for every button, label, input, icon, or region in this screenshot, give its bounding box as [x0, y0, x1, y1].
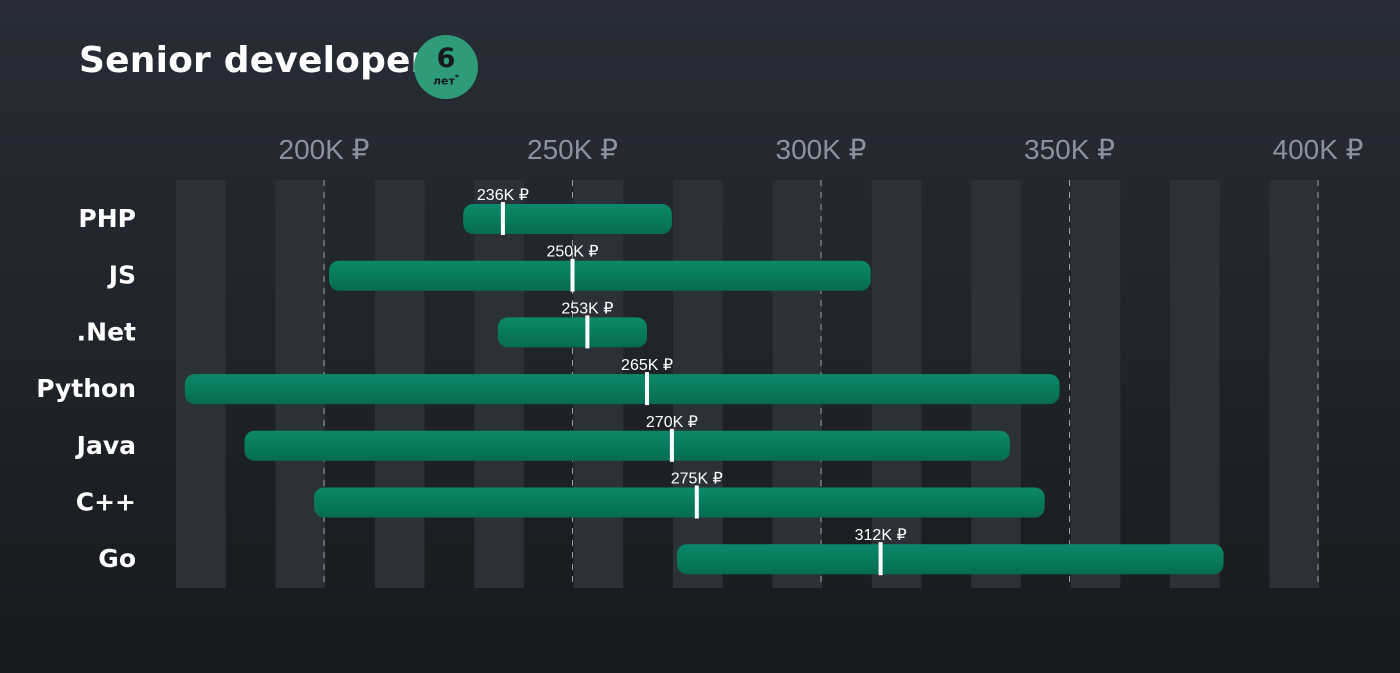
median-marker [694, 485, 699, 519]
median-label: 265K ₽ [621, 357, 673, 374]
range-bar [497, 317, 647, 348]
x-tick-label: 350K ₽ [1024, 134, 1115, 165]
category-label: Java [75, 431, 136, 460]
median-marker [669, 428, 674, 462]
median-markers: 236K ₽ 250K ₽ 253K ₽ 265K ₽ 270K ₽ 275K ₽ 312K… [477, 187, 907, 576]
range-bar [463, 204, 672, 234]
range-bar [329, 260, 871, 291]
experience-unit: лет* [432, 73, 460, 88]
chart-title: Senior developer [79, 40, 429, 81]
category-label: Python [36, 374, 136, 403]
median-label: 236K ₽ [477, 187, 529, 204]
range-bar [676, 544, 1224, 575]
median-label: 250K ₽ [547, 244, 599, 261]
experience-badge: 6 лет* [414, 35, 478, 99]
category-label: JS [107, 261, 136, 290]
median-marker [645, 372, 649, 406]
median-marker [570, 258, 575, 292]
median-marker [878, 542, 883, 576]
median-marker [500, 202, 505, 235]
x-tick-label: 300K ₽ [776, 134, 867, 165]
background-stripe [1269, 180, 1320, 588]
category-label: PHP [78, 204, 136, 233]
category-labels: PHP JS .Net Python Java C++ Go [36, 204, 136, 573]
median-label: 270K ₽ [646, 414, 698, 431]
x-axis-tick-labels: 200K ₽ 250K ₽ 300K ₽ 350K ₽ 400K ₽ [279, 134, 1364, 165]
range-bar [244, 430, 1010, 461]
median-label: 253K ₽ [561, 300, 613, 317]
category-label: Go [98, 544, 136, 573]
x-tick-label: 400K ₽ [1273, 134, 1364, 165]
x-tick-label: 200K ₽ [279, 134, 370, 165]
median-label: 275K ₽ [671, 471, 723, 488]
range-bars [184, 204, 1224, 575]
background-stripe [1170, 180, 1220, 588]
range-bar [314, 487, 1045, 518]
median-marker [585, 315, 590, 349]
median-label: 312K ₽ [855, 527, 907, 544]
category-label: C++ [76, 488, 136, 517]
category-label: .Net [77, 317, 136, 346]
x-tick-label: 250K ₽ [527, 134, 618, 165]
experience-years: 6 [436, 43, 456, 75]
background-stripe [1070, 180, 1121, 588]
range-bar [184, 374, 1060, 405]
